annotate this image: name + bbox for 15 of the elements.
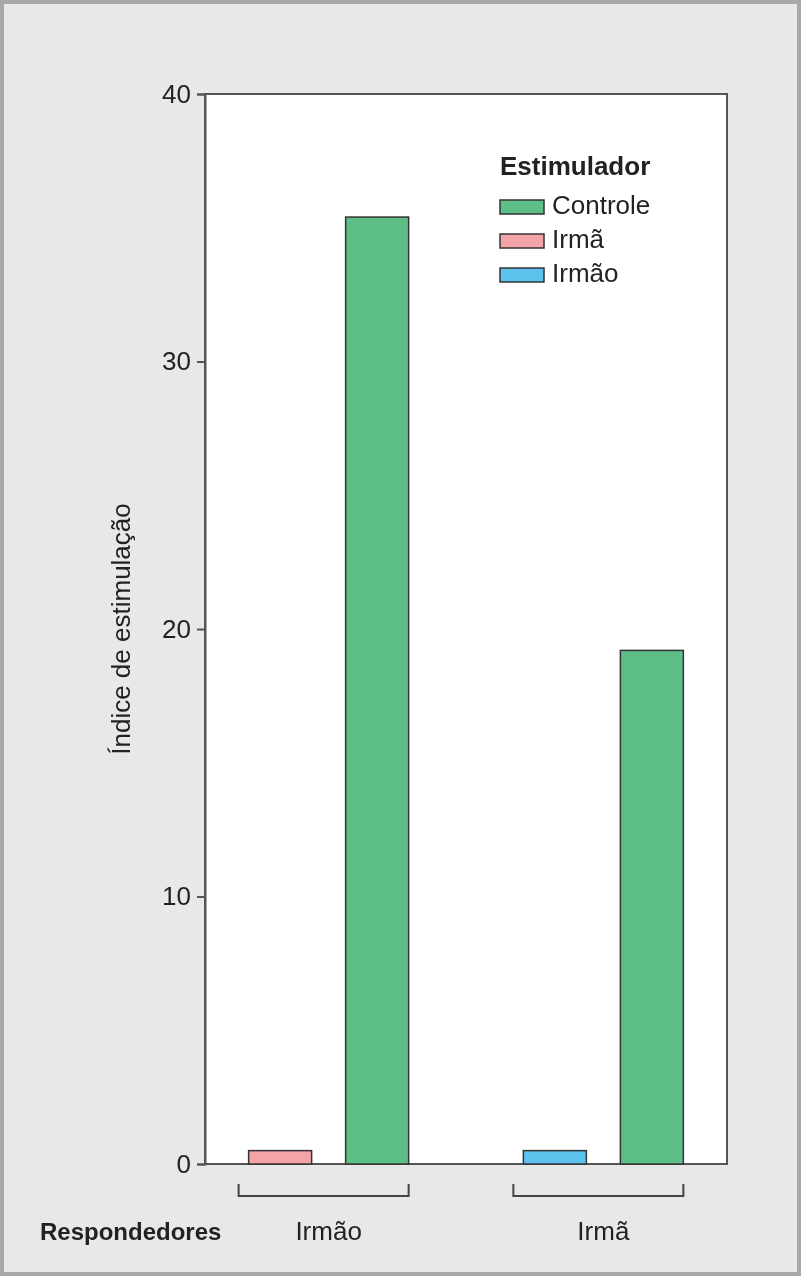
bar [522,1149,588,1165]
bar [344,216,410,1165]
y-axis-title: Índice de estimulação [106,503,136,755]
x-axis-title: Respondedores [40,1218,222,1245]
bar [247,1149,313,1165]
legend-label: Irmão [552,258,619,288]
legend-title: Estimulador [500,151,651,181]
legend-label: Irmã [552,224,605,254]
y-tick-label: 10 [162,881,191,912]
y-tick-label: 0 [176,1148,191,1179]
y-tick-label: 40 [162,78,191,109]
y-tick-label: 30 [162,346,191,377]
bar [619,649,685,1165]
legend-label: Controle [552,190,651,220]
y-tick-label: 20 [162,613,191,644]
